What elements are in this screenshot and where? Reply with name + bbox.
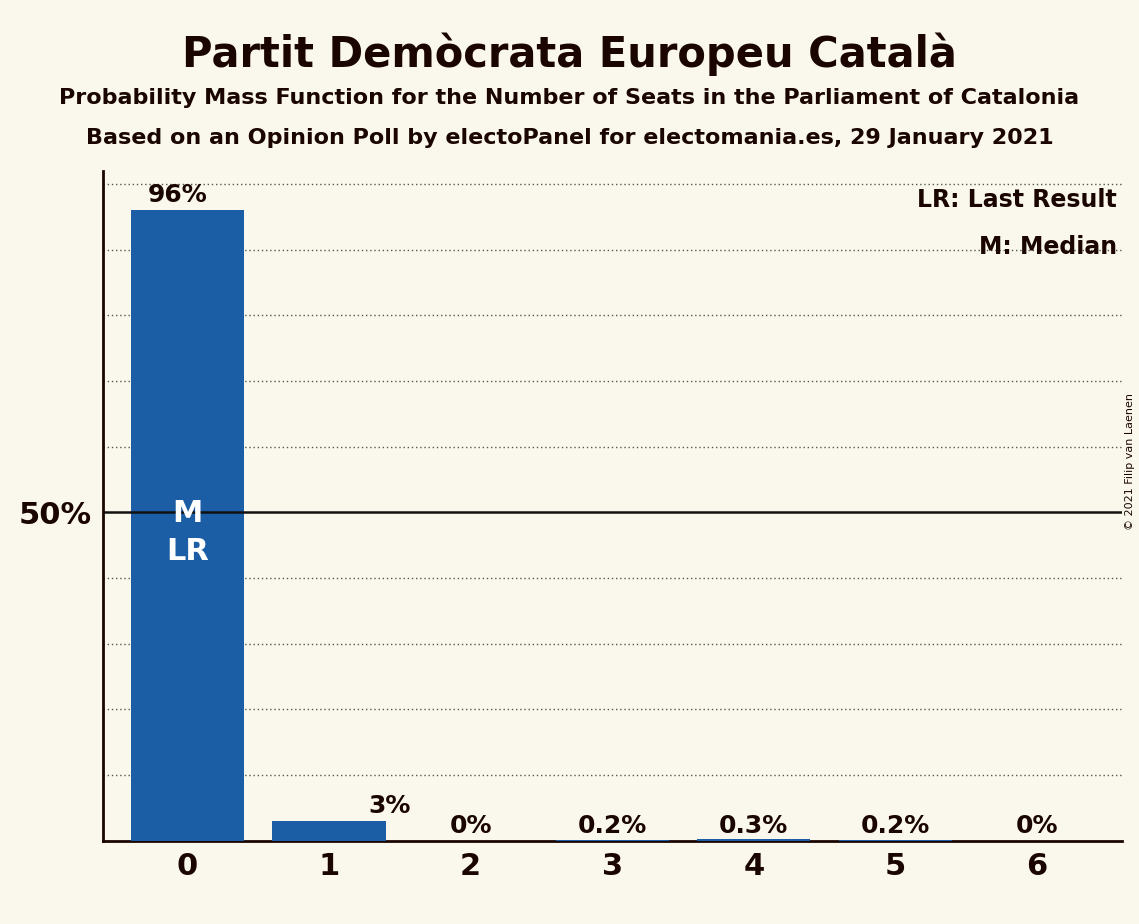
Text: © 2021 Filip van Laenen: © 2021 Filip van Laenen xyxy=(1125,394,1134,530)
Bar xyxy=(838,840,952,841)
Text: 3%: 3% xyxy=(369,794,411,818)
Bar xyxy=(131,211,244,841)
Text: 0.2%: 0.2% xyxy=(861,813,931,837)
Text: M: Median: M: Median xyxy=(978,235,1117,259)
Text: Partit Demòcrata Europeu Català: Partit Demòcrata Europeu Català xyxy=(182,32,957,76)
Text: 0.2%: 0.2% xyxy=(577,813,647,837)
Text: 0%: 0% xyxy=(1016,813,1058,837)
Text: Probability Mass Function for the Number of Seats in the Parliament of Catalonia: Probability Mass Function for the Number… xyxy=(59,88,1080,108)
Text: 0%: 0% xyxy=(450,813,492,837)
Text: 0.3%: 0.3% xyxy=(719,813,788,837)
Bar xyxy=(272,821,386,841)
Bar xyxy=(697,839,811,841)
Bar xyxy=(556,840,669,841)
Text: LR: Last Result: LR: Last Result xyxy=(917,188,1117,212)
Text: Based on an Opinion Poll by electoPanel for electomania.es, 29 January 2021: Based on an Opinion Poll by electoPanel … xyxy=(85,128,1054,148)
Text: 96%: 96% xyxy=(148,183,207,207)
Text: M
LR: M LR xyxy=(166,499,208,565)
